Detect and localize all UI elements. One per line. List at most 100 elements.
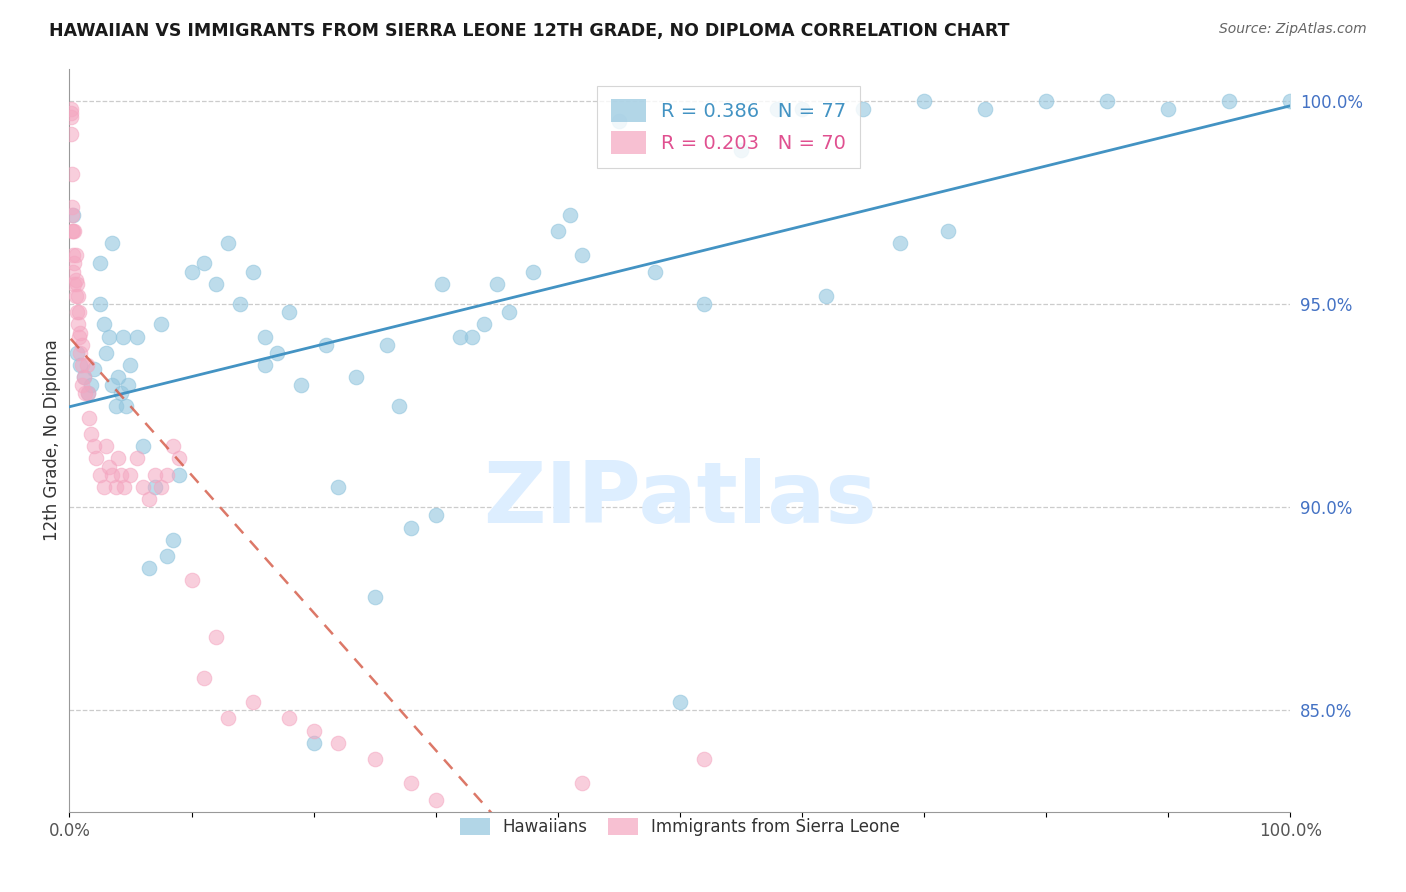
Point [104,480,127,494]
Point [60,167,83,181]
Point [193,671,215,685]
Point [131,480,153,494]
Point [156,467,179,482]
Point [63,277,86,291]
Point [1095,94,1118,108]
Text: ZIPatlas: ZIPatlas [482,458,877,541]
Point [253,329,276,343]
Point [156,549,179,563]
Point [66,277,89,291]
Point [790,102,813,116]
Point [69,358,91,372]
Point [278,711,301,725]
Point [107,451,129,466]
Point [63,256,86,270]
Point [522,265,544,279]
Point [399,520,422,534]
Point [485,817,508,831]
Point [571,248,593,262]
Point [66,318,89,332]
Point [474,318,496,332]
Point [89,467,111,482]
Point [693,297,716,311]
Point [104,399,127,413]
Point [217,711,239,725]
Point [70,378,93,392]
Point [83,362,105,376]
Text: HAWAIIAN VS IMMIGRANTS FROM SIERRA LEONE 12TH GRADE, NO DIPLOMA CORRELATION CHAR: HAWAIIAN VS IMMIGRANTS FROM SIERRA LEONE… [49,22,1010,40]
Point [94,439,117,453]
Point [73,370,96,384]
Point [66,289,89,303]
Point [522,833,544,847]
Point [399,776,422,790]
Point [93,480,115,494]
Text: Source: ZipAtlas.com: Source: ZipAtlas.com [1219,22,1367,37]
Point [180,265,202,279]
Point [69,346,91,360]
Point [315,337,337,351]
Point [69,326,91,340]
Point [89,297,111,311]
Point [302,723,325,738]
Point [62,265,84,279]
Point [363,590,385,604]
Point [326,480,349,494]
Point [60,208,83,222]
Point [974,102,997,116]
Point [101,378,124,392]
Point [644,874,666,888]
Point [75,386,97,401]
Point [558,208,581,222]
Point [62,224,84,238]
Point [193,256,215,270]
Point [138,561,160,575]
Point [852,102,875,116]
Point [143,480,166,494]
Point [117,378,139,392]
Point [77,410,100,425]
Point [498,305,520,319]
Point [1218,94,1240,108]
Point [66,346,89,360]
Point [59,106,82,120]
Point [363,752,385,766]
Point [1035,94,1057,108]
Point [461,329,484,343]
Point [425,508,447,523]
Point [162,439,184,453]
Point [229,297,252,311]
Point [912,94,935,108]
Point [101,467,124,482]
Point [114,399,136,413]
Point [150,480,173,494]
Point [89,256,111,270]
Point [67,305,90,319]
Point [76,386,98,401]
Point [253,358,276,372]
Point [889,236,911,251]
Point [449,329,471,343]
Point [1157,102,1180,116]
Point [143,467,166,482]
Point [70,337,93,351]
Point [65,273,87,287]
Point [150,318,173,332]
Point [938,224,960,238]
Point [375,337,398,351]
Point [65,248,87,262]
Point [266,346,288,360]
Point [84,451,107,466]
Point [571,776,593,790]
Point [302,736,325,750]
Point [60,224,83,238]
Point [80,378,103,392]
Point [59,127,82,141]
Point [101,236,124,251]
Point [815,289,838,303]
Point [107,370,129,384]
Point [131,439,153,453]
Point [242,695,264,709]
Point [290,378,312,392]
Point [278,305,301,319]
